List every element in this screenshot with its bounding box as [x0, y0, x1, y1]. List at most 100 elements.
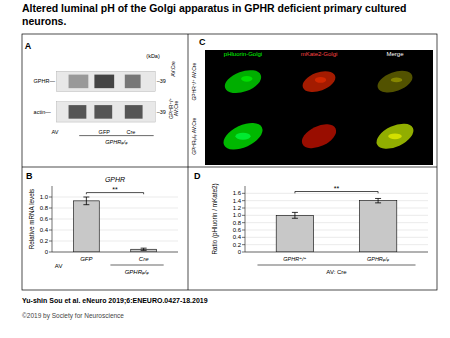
tick-mark — [49, 208, 52, 209]
cell — [222, 66, 265, 98]
cell — [315, 77, 326, 83]
error-bar — [83, 197, 89, 205]
grid-line — [52, 219, 178, 220]
size-label: –39 — [157, 78, 166, 84]
side-label: GPHR⁺/⁺AV:Cre — [168, 98, 180, 119]
lane-label: Cre — [126, 129, 135, 135]
figure-title: Altered luminal pH of the Golgi apparatu… — [22, 2, 406, 27]
cell — [300, 67, 338, 96]
blot-label: GPHR— — [34, 78, 56, 84]
cell — [391, 78, 402, 83]
error-bar — [375, 198, 381, 202]
panel-label: A — [25, 41, 32, 51]
cell — [219, 118, 266, 155]
size-label: –39 — [157, 109, 166, 115]
blot-band — [94, 105, 112, 119]
copyright: ©2019 by Society for Neuroscience — [22, 312, 124, 320]
group-label: GPHRᵩ/ᵩ — [105, 139, 128, 145]
citation: Yu-shin Sou et al. eNeuro 2019;6:ENEURO.… — [22, 297, 208, 305]
column-header: pHluorin-Golgi — [224, 51, 262, 57]
significance-bracket — [295, 192, 378, 194]
bar — [359, 201, 396, 252]
tick-mark — [242, 208, 245, 209]
y-axis-label: Ratio (pHluorin / mKate2) — [211, 183, 219, 254]
tick-label: 0.6 — [40, 216, 49, 222]
column-header: Merge — [386, 51, 404, 57]
significance-label: ** — [334, 185, 340, 192]
unit-label: (kDa) — [146, 53, 160, 59]
tick-label: 0.8 — [233, 220, 242, 226]
marks — [276, 192, 397, 253]
grid-line — [245, 208, 428, 209]
divider — [22, 167, 437, 168]
grid-line — [52, 241, 178, 242]
tick-mark — [242, 200, 245, 201]
background — [0, 0, 450, 338]
blot-band — [94, 75, 114, 89]
tick-label: 0.6 — [233, 227, 242, 233]
tick-label: 0 — [45, 249, 49, 255]
x-axis — [245, 252, 428, 253]
x-axis — [52, 252, 178, 253]
cell — [373, 119, 418, 154]
tick-label: 0 — [238, 249, 242, 255]
blot-panel: A(kDa)GPHR—–39actin—–39AVGFPCreGPHRᵩ/ᵩAV… — [25, 41, 180, 146]
category-label: GPHRᵩ/ᵩ — [367, 256, 390, 262]
bar-panel: 00.20.40.60.81.0**GFPCreRelative mRNA le… — [26, 171, 178, 275]
grid-line — [52, 208, 178, 209]
panel-title: GPHR — [105, 176, 125, 183]
error-bar — [141, 248, 147, 250]
significance-label: ** — [112, 186, 118, 193]
blot-label: actin— — [34, 109, 52, 115]
bar-panel: 00.20.40.60.81.01.21.41.6**GPHR⁺/⁺GPHRᵩ/… — [194, 171, 428, 275]
y-axis — [245, 186, 246, 252]
grid-line — [245, 222, 428, 223]
tick-mark — [242, 215, 245, 216]
grid-line — [245, 200, 428, 201]
divider — [188, 34, 189, 290]
tick-mark — [49, 230, 52, 231]
tick-label: 0.8 — [40, 205, 49, 211]
tick-label: 1.0 — [40, 194, 49, 200]
category-label: Cre — [139, 256, 149, 262]
blot-band — [125, 105, 143, 119]
panel-label: D — [194, 171, 201, 181]
bar — [73, 201, 99, 252]
tick-label: 1.0 — [233, 212, 242, 218]
category-label: GPHR⁺/⁺ — [283, 256, 306, 262]
grid-line — [245, 230, 428, 231]
panel-label: B — [26, 171, 33, 181]
tick-mark — [49, 197, 52, 198]
blot-strip — [56, 71, 155, 91]
blot-band — [69, 105, 87, 119]
y-axis — [52, 186, 53, 252]
row-label: GPHRᵩ/ᵩ AV:Cre — [191, 117, 197, 154]
tick-label: 0.2 — [40, 238, 49, 244]
figure: Altered luminal pH of the Golgi apparatu… — [0, 0, 450, 338]
panel-label: C — [199, 37, 206, 47]
grid-line — [52, 230, 178, 231]
group-label: AV: Cre — [326, 269, 347, 275]
cell — [375, 66, 416, 96]
grid-line — [245, 244, 428, 245]
prefix-label: AV — [55, 263, 63, 269]
tick-label: 1.4 — [233, 198, 242, 204]
image-background — [205, 50, 433, 165]
image-divider — [205, 107, 433, 108]
group-label: GPHRᵩ/ᵩ — [125, 269, 150, 275]
tick-mark — [49, 252, 52, 253]
significance-bracket — [86, 193, 143, 195]
tick-mark — [242, 193, 245, 194]
tick-mark — [242, 230, 245, 231]
side-label: AV:Cre — [170, 61, 176, 77]
tick-label: 1.2 — [233, 205, 242, 211]
group-underline — [257, 265, 415, 266]
bar — [276, 215, 313, 252]
micrograph-panel: CpHluorin-GolgimKate2-GolgiMergeGPHR⁺/⁺ … — [191, 37, 433, 165]
grid-line — [245, 237, 428, 238]
error-bar — [292, 212, 298, 218]
tick-mark — [242, 222, 245, 223]
text-line: AV:Cre — [173, 101, 179, 117]
tick-mark — [242, 252, 245, 253]
outer-box — [22, 34, 437, 290]
